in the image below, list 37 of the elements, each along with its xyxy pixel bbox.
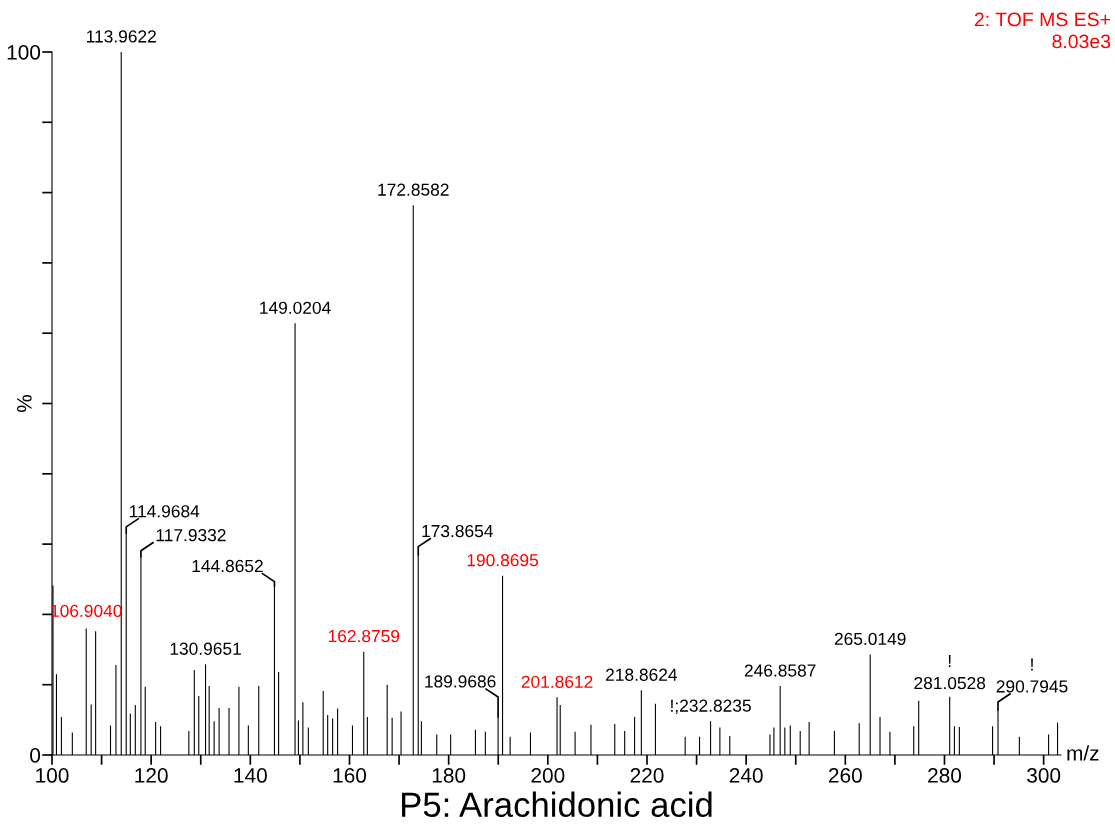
annotation: 218.8624 — [606, 668, 678, 681]
x-tick-label: 300 — [1027, 768, 1061, 783]
x-tick-label: 140 — [234, 768, 267, 783]
x-tick-label: 200 — [531, 768, 565, 783]
annotation: 117.9332 — [156, 529, 226, 542]
x-tick-label: 120 — [135, 768, 168, 783]
x-tick-label: 180 — [432, 768, 466, 783]
x-tick-label: 220 — [630, 768, 664, 783]
text: 2: TOF MS ES+ — [974, 12, 1111, 27]
x-tick-label: 260 — [828, 768, 862, 783]
annotation: 189.9686 — [425, 675, 496, 688]
annotation: 114.9684 — [129, 505, 200, 518]
annotation: 172.8582 — [378, 183, 449, 196]
y-tick-label: 0 — [30, 748, 41, 763]
annotation: 130.9651 — [170, 642, 241, 655]
annotation: 290.7945 — [996, 680, 1068, 693]
annotation: 246.8587 — [744, 664, 816, 677]
annotation: 190.8695 — [467, 554, 539, 567]
annotation: 281.0528 — [914, 676, 986, 690]
text: P5: Arachidonic acid — [402, 791, 712, 818]
annotation: ! — [948, 655, 951, 668]
x-tick-label: 280 — [928, 768, 962, 783]
annotation: 144.8652 — [192, 559, 263, 573]
annotation: 149.0204 — [260, 301, 331, 314]
annotation: 113.9622 — [86, 30, 156, 43]
x-tick-label: 240 — [729, 768, 763, 783]
annotation: 162.8759 — [328, 629, 400, 643]
y-axis-title: % — [17, 394, 32, 413]
annotation: 265.0149 — [834, 632, 906, 646]
text: 8.03e3 — [1052, 34, 1111, 49]
annotation: ! — [1031, 658, 1033, 671]
annotation: 173.8654 — [422, 524, 493, 538]
annotation: 201.8612 — [521, 675, 593, 688]
x-tick-label: 100 — [36, 768, 69, 783]
x-axis-title: m/z — [1067, 745, 1099, 761]
x-tick-label: 160 — [333, 768, 367, 783]
annotation: !;232.8235 — [671, 699, 751, 714]
